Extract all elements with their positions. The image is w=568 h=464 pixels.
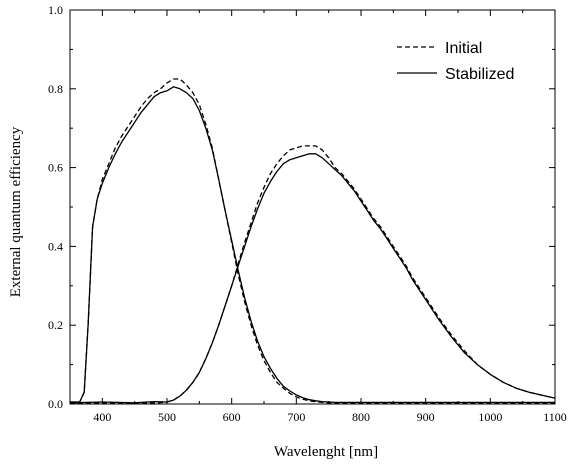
y-axis: 0.0 0.2 0.4 0.6 0.8 1.0: [48, 3, 555, 411]
y-tick-label: 0.2: [48, 318, 63, 332]
y-tick-label: 0.4: [48, 239, 63, 253]
series-line-initial-0: [70, 78, 555, 404]
x-axis: 400 500 600 700 800 900 1000 1100: [69, 10, 567, 424]
x-tick-label: 1000: [478, 410, 502, 424]
series-line-stabilized-1: [70, 86, 555, 404]
y-tick-label: 0.6: [48, 161, 63, 175]
y-tick-label: 0.0: [48, 397, 63, 411]
x-axis-title: Wavelenght [nm]: [274, 444, 378, 460]
series-line-initial-2: [70, 145, 556, 404]
legend-label-initial: Initial: [445, 40, 482, 57]
x-tick-label: 1100: [543, 410, 567, 424]
x-tick-label: 800: [352, 410, 370, 424]
series-layer: [69, 78, 556, 404]
y-axis-title: External quantum efficiency: [8, 126, 24, 297]
x-tick-label: 700: [287, 410, 305, 424]
legend-label-stabilized: Stabilized: [445, 66, 514, 83]
x-tick-label: 500: [158, 410, 176, 424]
x-tick-label: 600: [223, 410, 241, 424]
x-tick-label: 900: [417, 410, 435, 424]
y-tick-label: 0.8: [48, 82, 63, 96]
y-tick-label: 1.0: [48, 3, 63, 17]
series-line-stabilized-3: [69, 153, 556, 404]
legend: Initial Stabilized: [397, 40, 514, 83]
x-tick-label: 400: [93, 410, 111, 424]
